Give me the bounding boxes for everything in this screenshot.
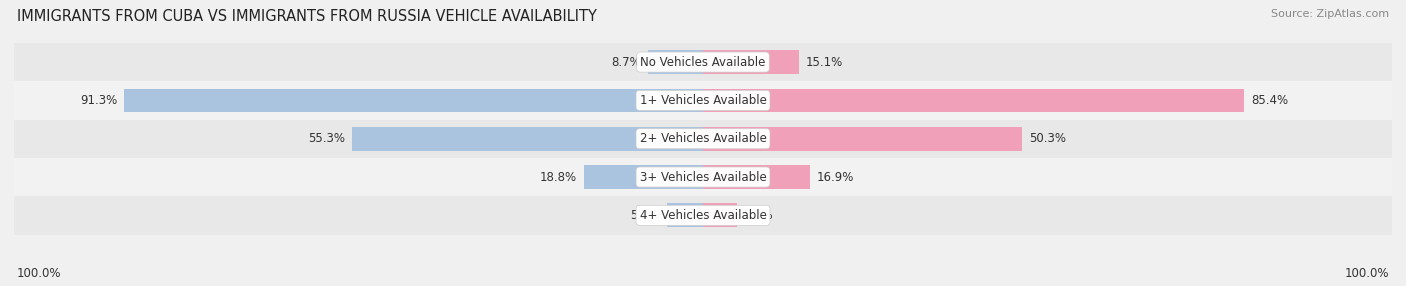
Bar <box>14 43 1392 81</box>
Bar <box>14 81 1392 120</box>
Text: Source: ZipAtlas.com: Source: ZipAtlas.com <box>1271 9 1389 19</box>
Text: 50.3%: 50.3% <box>1029 132 1066 145</box>
Text: No Vehicles Available: No Vehicles Available <box>640 55 766 69</box>
Text: 3+ Vehicles Available: 3+ Vehicles Available <box>640 170 766 184</box>
Text: 8.7%: 8.7% <box>612 55 641 69</box>
Bar <box>703 127 1022 151</box>
Text: 85.4%: 85.4% <box>1251 94 1288 107</box>
Text: 5.3%: 5.3% <box>744 209 773 222</box>
Bar <box>124 88 703 112</box>
Text: 55.3%: 55.3% <box>308 132 346 145</box>
Text: 5.7%: 5.7% <box>630 209 659 222</box>
Text: 16.9%: 16.9% <box>817 170 855 184</box>
Bar <box>583 165 703 189</box>
Text: 100.0%: 100.0% <box>17 267 62 280</box>
Bar <box>648 50 703 74</box>
Text: 18.8%: 18.8% <box>540 170 576 184</box>
Text: 91.3%: 91.3% <box>80 94 118 107</box>
Bar <box>353 127 703 151</box>
Bar <box>703 88 1244 112</box>
Text: 1+ Vehicles Available: 1+ Vehicles Available <box>640 94 766 107</box>
Bar <box>703 165 810 189</box>
Bar <box>14 196 1392 235</box>
Bar <box>703 203 737 227</box>
Text: 2+ Vehicles Available: 2+ Vehicles Available <box>640 132 766 145</box>
Text: 100.0%: 100.0% <box>1344 267 1389 280</box>
Bar <box>14 158 1392 196</box>
Text: 4+ Vehicles Available: 4+ Vehicles Available <box>640 209 766 222</box>
Text: 15.1%: 15.1% <box>806 55 842 69</box>
Bar <box>666 203 703 227</box>
Text: IMMIGRANTS FROM CUBA VS IMMIGRANTS FROM RUSSIA VEHICLE AVAILABILITY: IMMIGRANTS FROM CUBA VS IMMIGRANTS FROM … <box>17 9 596 23</box>
Bar <box>703 50 799 74</box>
Bar <box>14 120 1392 158</box>
